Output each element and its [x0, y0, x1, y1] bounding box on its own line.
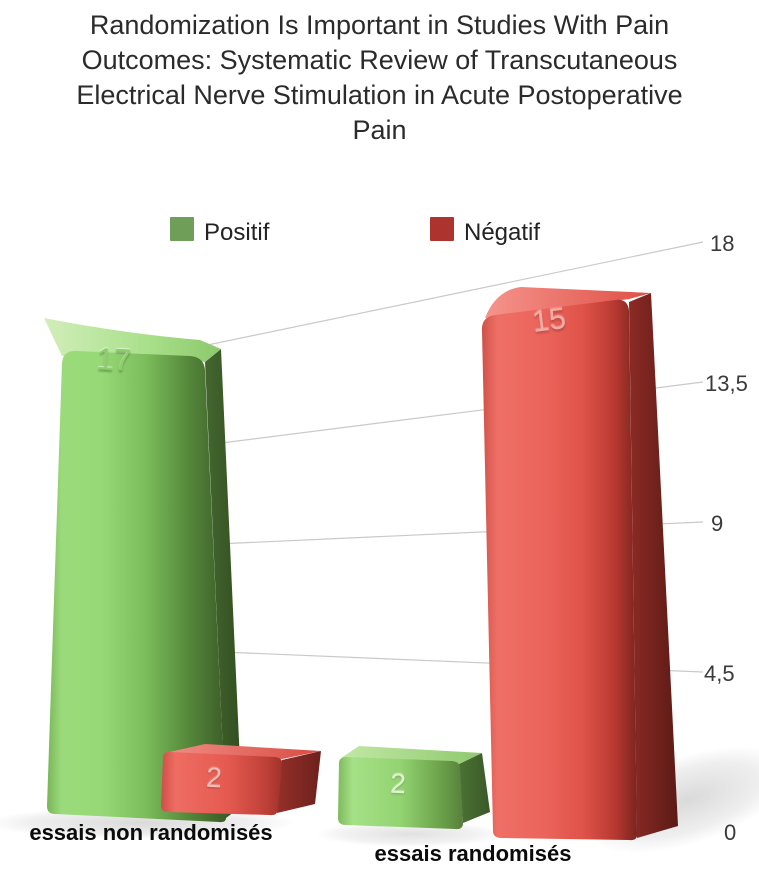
bar-left-positif-top [44, 318, 221, 362]
chart-title-line-2: Outcomes: Systematic Review of Transcuta… [81, 45, 678, 75]
legend: Positif Négatif [170, 217, 540, 246]
y-tick-0: 0 [724, 820, 736, 845]
y-axis-labels: 18 13,5 9 4,5 0 [704, 231, 748, 845]
legend-swatch-positif-icon [170, 217, 194, 241]
chart-title: Randomization Is Important in Studies Wi… [0, 8, 759, 148]
gridline-18 [149, 241, 704, 358]
legend-label-negatif: Négatif [464, 219, 540, 246]
y-tick-18: 18 [710, 231, 734, 256]
x-axis-labels: essais non randomisés essais randomisés [29, 820, 571, 866]
bar-left-positif-value-label: 17 [96, 341, 132, 378]
bar-right-negatif-top [485, 287, 651, 318]
bar-left-positif: 17 [44, 318, 242, 823]
bar-left-negatif-value-label: 2 [205, 762, 222, 794]
category-label-randomises: essais randomisés [375, 841, 572, 866]
bar-right-positif: 2 [338, 746, 490, 830]
bar-left-negatif-side [277, 751, 321, 813]
bar-left-negatif: 2 [161, 744, 321, 816]
bar-left-negatif-front [161, 751, 283, 816]
category-label-non-randomises: essais non randomisés [29, 820, 272, 845]
bar-right-negatif-front [481, 299, 638, 841]
bar-right-positif-front [338, 757, 463, 830]
chart-title-line-3: Electrical Nerve Stimulation in Acute Po… [76, 80, 683, 110]
bar-right-negatif: 15 [481, 287, 678, 841]
bar-right-negatif-side [629, 293, 678, 838]
legend-label-positif: Positif [204, 219, 270, 246]
bar-right-negatif-value-label: 15 [530, 302, 567, 339]
y-tick-13-5: 13,5 [705, 371, 748, 396]
bar-left-positif-side [205, 349, 242, 818]
legend-swatch-negatif-icon [430, 217, 454, 241]
bar-right-positif-side [459, 753, 490, 823]
bar-left-positif-front [47, 350, 227, 823]
y-tick-9: 9 [711, 511, 723, 536]
chart-title-line-4: Pain [352, 115, 407, 145]
chart-title-line-1: Randomization Is Important in Studies Wi… [89, 10, 670, 40]
bar-left-negatif-top [165, 744, 321, 759]
y-tick-4-5: 4,5 [704, 661, 735, 686]
bar-right-positif-value-label: 2 [390, 768, 407, 800]
